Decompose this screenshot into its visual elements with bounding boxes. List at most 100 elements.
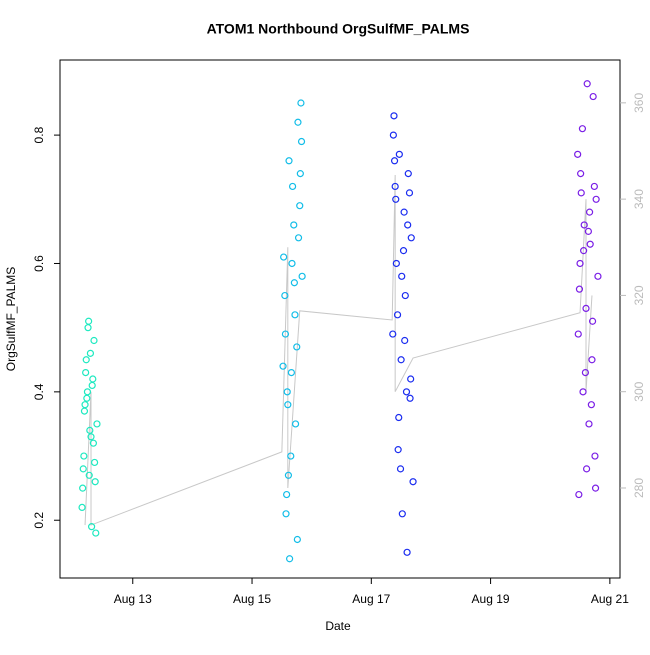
- x-tick-label: Aug 15: [233, 592, 271, 606]
- plot-frame: [59, 59, 621, 579]
- point: [594, 272, 602, 280]
- x-axis-label: Date: [325, 619, 351, 633]
- point: [91, 478, 99, 486]
- point: [397, 356, 405, 364]
- point: [288, 182, 297, 191]
- x-tick-label: Aug 21: [591, 592, 629, 606]
- y2-tick-label: 280: [632, 478, 646, 498]
- point: [293, 535, 301, 544]
- point: [296, 170, 304, 178]
- point: [284, 401, 292, 409]
- point: [403, 548, 411, 556]
- y-tick-label: 0.8: [32, 126, 46, 143]
- point: [394, 446, 402, 454]
- y2-tick-label: 320: [632, 285, 646, 305]
- point: [583, 465, 591, 473]
- point: [586, 240, 594, 248]
- point: [293, 343, 301, 351]
- point: [588, 356, 596, 364]
- point: [395, 413, 403, 422]
- point: [92, 529, 100, 537]
- point: [93, 420, 101, 428]
- point: [575, 285, 584, 293]
- point: [405, 189, 414, 197]
- point: [577, 170, 585, 178]
- point: [582, 304, 590, 313]
- point: [591, 484, 600, 492]
- point: [393, 311, 402, 319]
- point: [402, 388, 411, 396]
- point: [284, 471, 293, 479]
- point: [287, 368, 295, 377]
- point: [281, 291, 289, 300]
- chart-title: ATOM1 Northbound OrgSulfMF_PALMS: [207, 21, 470, 37]
- point: [592, 195, 600, 203]
- point: [296, 202, 304, 210]
- point: [294, 118, 302, 126]
- point: [87, 433, 95, 441]
- point: [290, 221, 298, 229]
- point: [583, 80, 591, 88]
- point: [80, 407, 89, 415]
- y-tick-label: 0.4: [32, 383, 46, 400]
- point: [591, 452, 599, 460]
- point: [291, 420, 300, 428]
- point: [88, 381, 96, 390]
- point: [79, 465, 87, 473]
- point: [79, 484, 87, 492]
- point: [297, 137, 306, 146]
- point: [287, 452, 295, 460]
- point: [84, 324, 92, 332]
- point: [590, 182, 598, 191]
- point: [88, 523, 96, 531]
- point: [399, 247, 408, 255]
- point: [85, 471, 93, 479]
- point: [82, 368, 90, 377]
- point: [575, 490, 583, 499]
- y2-tick-label: 360: [632, 93, 646, 113]
- point: [398, 510, 406, 518]
- point: [574, 330, 582, 338]
- point: [89, 439, 97, 447]
- point: [89, 375, 97, 383]
- point: [281, 330, 290, 338]
- x-tick-label: Aug 19: [472, 592, 510, 606]
- point: [282, 510, 290, 518]
- point: [390, 112, 398, 120]
- point: [389, 330, 397, 338]
- point: [297, 99, 305, 107]
- point: [576, 259, 584, 268]
- point: [392, 195, 400, 203]
- point: [85, 317, 93, 325]
- y2-tick-label: 300: [632, 381, 646, 401]
- point: [80, 452, 88, 460]
- point: [283, 490, 291, 499]
- point: [398, 272, 406, 280]
- point: [285, 157, 293, 165]
- point: [298, 272, 306, 280]
- point: [587, 401, 595, 409]
- point: [574, 150, 582, 158]
- point: [407, 375, 415, 383]
- point: [580, 221, 588, 229]
- point: [286, 555, 294, 563]
- point: [390, 157, 399, 165]
- point: [588, 317, 597, 325]
- point: [585, 208, 594, 216]
- point: [288, 259, 296, 268]
- point: [291, 311, 299, 319]
- point: [407, 234, 415, 242]
- point: [86, 349, 95, 357]
- point: [580, 247, 588, 255]
- point: [90, 336, 98, 345]
- point: [401, 291, 409, 300]
- point: [406, 394, 414, 402]
- point: [83, 388, 92, 396]
- point: [82, 356, 90, 364]
- point: [584, 227, 592, 235]
- point: [400, 208, 408, 216]
- y-tick-label: 0.6: [32, 255, 46, 272]
- y-axis-label: OrgSulfMF_PALMS: [4, 267, 18, 371]
- point: [392, 259, 400, 268]
- point: [579, 388, 587, 396]
